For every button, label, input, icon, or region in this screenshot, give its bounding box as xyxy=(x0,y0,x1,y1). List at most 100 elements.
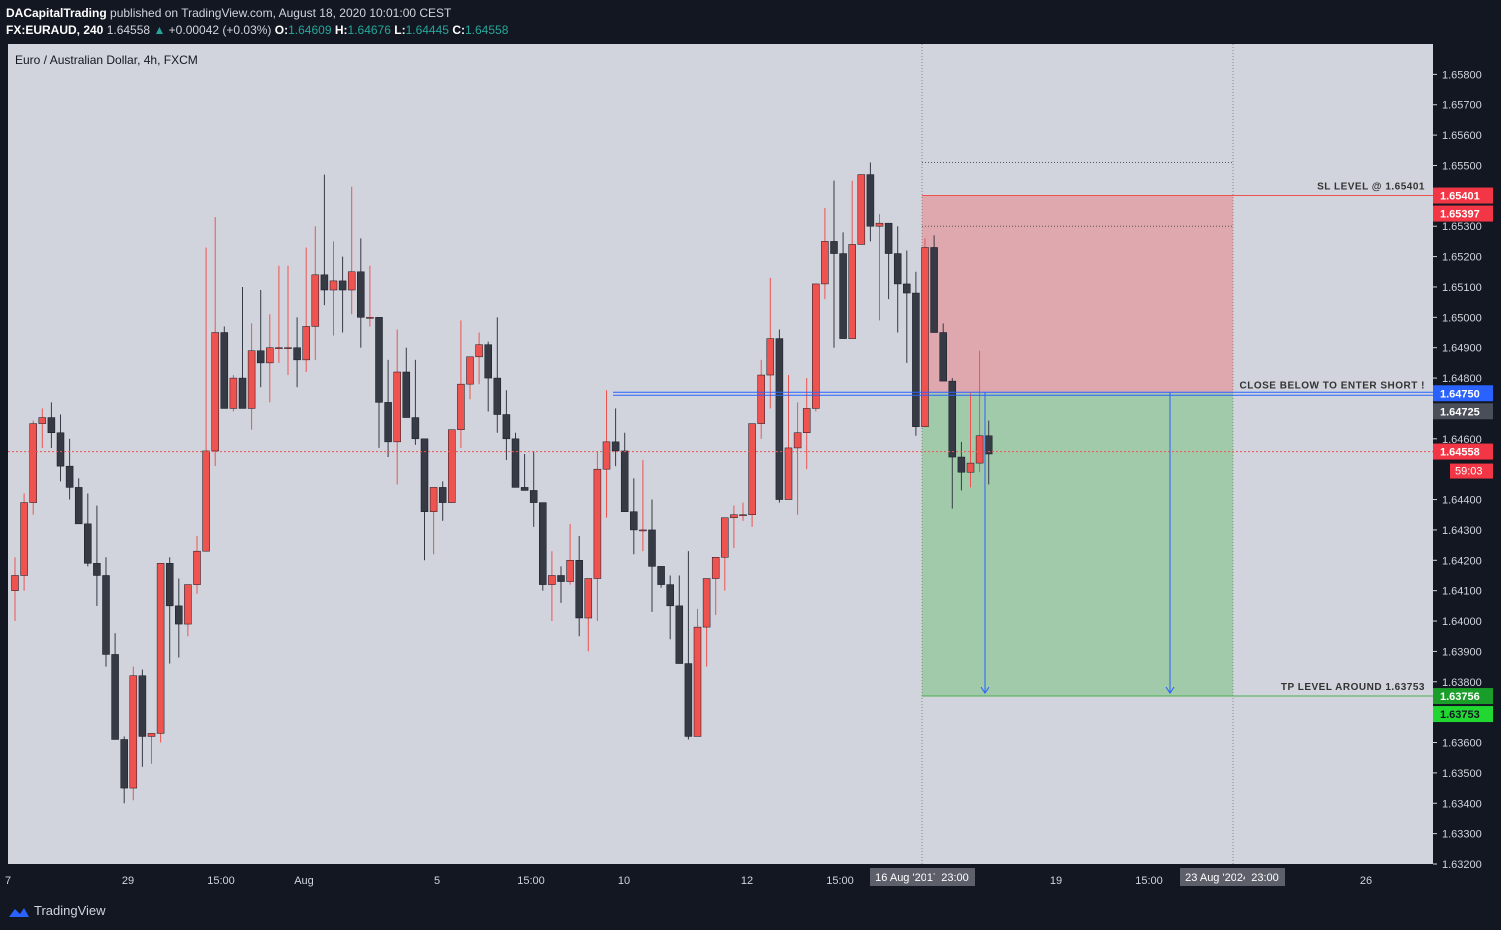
x-tag-end-time-bg xyxy=(1245,868,1285,886)
price-tick-label: 1.63500 xyxy=(1442,768,1482,780)
candle-body xyxy=(511,438,520,488)
candle-body xyxy=(211,332,219,452)
footer: TradingView xyxy=(0,893,1501,930)
candle-body xyxy=(657,566,665,585)
publisher-name[interactable]: DACapitalTrading xyxy=(6,6,107,20)
price-tick-label: 1.63400 xyxy=(1442,798,1482,810)
candle-body xyxy=(766,338,775,376)
candle-body xyxy=(466,356,474,385)
candle-body xyxy=(802,408,811,433)
last-price-tag-bg xyxy=(1433,443,1493,460)
candle-body xyxy=(912,292,920,427)
candle-body xyxy=(702,578,711,628)
candle-body xyxy=(966,462,975,473)
candle-body xyxy=(29,423,37,503)
candle-body xyxy=(65,465,74,488)
candle-body xyxy=(903,283,911,294)
price-tick-label: 1.65600 xyxy=(1442,130,1482,142)
candle-body xyxy=(584,578,593,619)
candle-body xyxy=(11,575,19,591)
price-tick-label: 1.64900 xyxy=(1442,343,1482,355)
countdown-bg xyxy=(1450,463,1493,479)
sl-price-tag-bg xyxy=(1433,187,1493,204)
symbol-info: FX:EURAUD, 240 1.64558 ▲ +0.00042 (+0.03… xyxy=(6,23,508,37)
sl-price-tag-2-bg xyxy=(1433,205,1493,222)
entry-label: CLOSE BELOW TO ENTER SHORT ! xyxy=(1240,380,1425,391)
candle-body xyxy=(775,338,784,500)
candle-body xyxy=(830,241,838,254)
candle-body xyxy=(120,739,128,789)
time-tick-label: 5 xyxy=(434,875,440,887)
candle-body xyxy=(175,605,183,625)
sl-price-tag-2: 1.65397 xyxy=(1440,209,1480,221)
x-tag-start-time: 23:00 xyxy=(941,872,969,884)
candle-body xyxy=(593,468,602,579)
price-tick-label: 1.65800 xyxy=(1442,69,1482,81)
candle-body xyxy=(757,374,765,424)
candle-body xyxy=(548,575,556,585)
price-change: +0.00042 (+0.03%) xyxy=(168,23,272,37)
time-tick-label: 15:00 xyxy=(207,875,235,887)
x-tag-start-time-bg xyxy=(935,868,975,886)
price-tick-label: 1.63600 xyxy=(1442,738,1482,750)
price-tick-label: 1.65000 xyxy=(1442,312,1482,324)
candle-body xyxy=(393,371,401,443)
price-tick-label: 1.64600 xyxy=(1442,434,1482,446)
price-tick-label: 1.65200 xyxy=(1442,252,1482,264)
candle-body xyxy=(302,326,310,361)
candle-body xyxy=(493,377,502,415)
candle-body xyxy=(930,247,938,333)
candle-body xyxy=(275,347,283,349)
candle-body xyxy=(347,271,356,291)
tp-price-tag-2-bg xyxy=(1433,706,1493,723)
candle-body xyxy=(884,222,893,254)
candle-body xyxy=(147,733,156,737)
price-tick-label: 1.63200 xyxy=(1442,859,1482,871)
candles xyxy=(11,162,993,804)
candle-body xyxy=(921,247,929,427)
time-tick-label: 15:00 xyxy=(826,875,854,887)
open-value: 1.64609 xyxy=(288,23,332,37)
candle-body xyxy=(47,417,56,433)
candle-body xyxy=(375,317,383,403)
candle-body xyxy=(129,675,138,789)
time-axis-labels: 7 29 15:00 Aug 5 15:00 10 12 15:00 19 15:00 26 xyxy=(5,875,1372,887)
stop-loss-zone xyxy=(922,195,1233,394)
last-price: 1.64558 xyxy=(106,23,151,37)
candle-body xyxy=(693,626,702,737)
candle-body xyxy=(721,517,729,558)
time-tick-label: 7 xyxy=(5,875,11,887)
entry-price-tag-bg xyxy=(1433,385,1493,402)
tradingview-logo[interactable]: TradingView xyxy=(8,903,106,919)
candle-body xyxy=(857,174,866,245)
candle-body xyxy=(320,274,329,291)
candle-body xyxy=(948,380,957,458)
candle-body xyxy=(893,253,902,285)
candle-body xyxy=(529,490,538,503)
tp-price-tag-2: 1.63753 xyxy=(1440,709,1480,721)
change-arrow-icon: ▲ xyxy=(153,23,166,37)
chart-title: Euro / Australian Dollar, 4h, FXCM xyxy=(15,53,198,67)
x-tag-start-date: 16 Aug '20 xyxy=(875,872,927,884)
price-chart[interactable]: SL LEVEL @ 1.65401 CLOSE BELOW TO ENTER S… xyxy=(0,44,1501,893)
tp-price-tag-bg xyxy=(1433,688,1493,705)
candle-body xyxy=(975,435,984,464)
position-tool[interactable] xyxy=(921,44,1433,864)
entry-price-tag: 1.64750 xyxy=(1440,388,1480,400)
time-tick-label: 12 xyxy=(741,875,753,887)
candle-body xyxy=(620,450,629,512)
published-text: published on TradingView.com, August 18,… xyxy=(110,6,452,20)
time-tick-label: 29 xyxy=(122,875,134,887)
time-tick-label: 10 xyxy=(618,875,630,887)
candle-body xyxy=(420,438,429,512)
price-axis-labels: 1.65800 1.65700 1.65600 1.65500 1.65300 1.652… xyxy=(1433,69,1482,871)
candle-body xyxy=(284,347,292,349)
entry-price-tag-2-bg xyxy=(1433,403,1493,420)
candle-body xyxy=(202,450,210,552)
price-tick-label: 1.64200 xyxy=(1442,555,1482,567)
high-value: 1.64676 xyxy=(347,23,391,37)
candle-body xyxy=(630,511,638,531)
low-label: L: xyxy=(394,23,406,37)
candle-body xyxy=(602,441,611,470)
candle-body xyxy=(784,447,793,500)
